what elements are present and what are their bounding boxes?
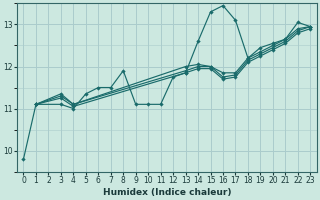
X-axis label: Humidex (Indice chaleur): Humidex (Indice chaleur) <box>103 188 231 197</box>
